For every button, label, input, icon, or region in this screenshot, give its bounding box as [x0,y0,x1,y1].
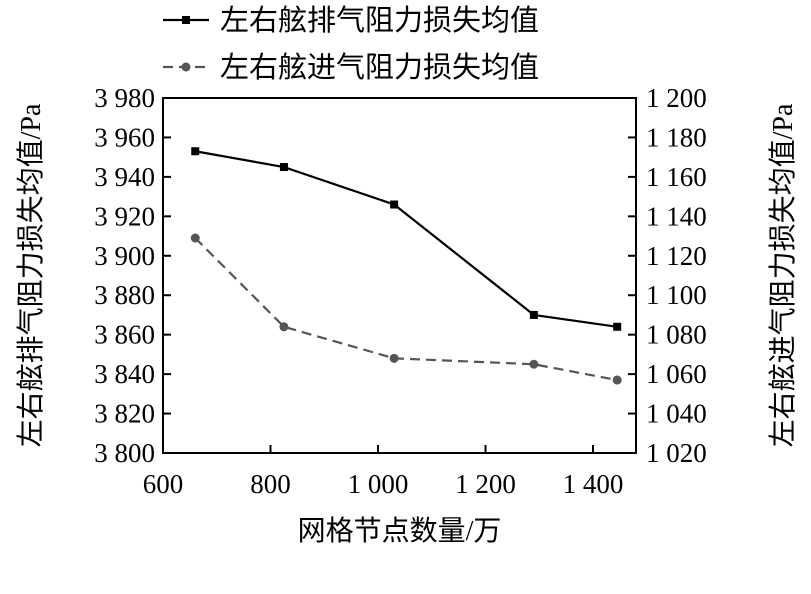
series-1-marker [529,310,538,319]
y-left-tick-label: 3 920 [94,201,155,231]
y-right-tick-label: 1 100 [646,280,707,310]
y-left-tick-label: 3 900 [94,241,155,271]
y-right-tick-label: 1 020 [646,438,707,468]
y-right-axis-label: 左右舷进气阻力损失均值/Pa [767,103,799,447]
series-2-marker [190,233,200,243]
y-right-tick-label: 1 060 [646,359,707,389]
y-right-tick-label: 1 160 [646,162,707,192]
y-right-tick-label: 1 080 [646,320,707,350]
legend-label-2: 左右舷进气阻力损失均值 [220,51,539,84]
y-right-tick-label: 1 120 [646,241,707,271]
x-axis-label: 网格节点数量/万 [298,515,502,547]
y-left-tick-label: 3 840 [94,359,155,389]
axes [162,97,637,454]
legend-label-1: 左右舷排气阻力损失均值 [220,4,539,37]
legend-marker-2 [181,62,191,72]
series [190,147,622,385]
x-tick-label: 1 000 [348,469,409,499]
x-tick-label: 1 400 [563,469,624,499]
series-2-marker [612,375,622,385]
legend-marker-1 [182,16,190,24]
series-1-marker [279,163,288,172]
series-2-marker [529,359,539,369]
series-2-marker [389,353,399,363]
y-right-tick-label: 1 040 [646,399,707,429]
x-tick-label: 1 200 [455,469,516,499]
y-left-tick-label: 3 940 [94,162,155,192]
axis-labels: 网格节点数量/万 左右舷排气阻力损失均值/Pa 左右舷进气阻力损失均值/Pa [15,103,799,547]
y-left-tick-label: 3 820 [94,399,155,429]
ticks: 600 800 1 000 1 200 1 400 3 800 3 820 3 840 3 86… [94,83,707,499]
series-1-marker [191,147,200,156]
series-1-marker [613,322,622,331]
x-tick-label: 600 [143,469,184,499]
y-left-tick-label: 3 960 [94,122,155,152]
x-tick-label: 800 [250,469,291,499]
y-right-tick-label: 1 180 [646,122,707,152]
y-right-tick-label: 1 140 [646,201,707,231]
y-left-axis-label: 左右舷排气阻力损失均值/Pa [15,103,47,447]
series-line-2 [194,237,618,382]
series-1-marker [390,200,399,209]
y-left-tick-label: 3 800 [94,438,155,468]
plot-frame [162,97,637,454]
y-right-tick-label: 1 200 [646,83,707,113]
y-left-tick-label: 3 860 [94,320,155,350]
series-2-marker [279,322,289,332]
y-left-tick-label: 3 880 [94,280,155,310]
y-left-tick-label: 3 980 [94,83,155,113]
